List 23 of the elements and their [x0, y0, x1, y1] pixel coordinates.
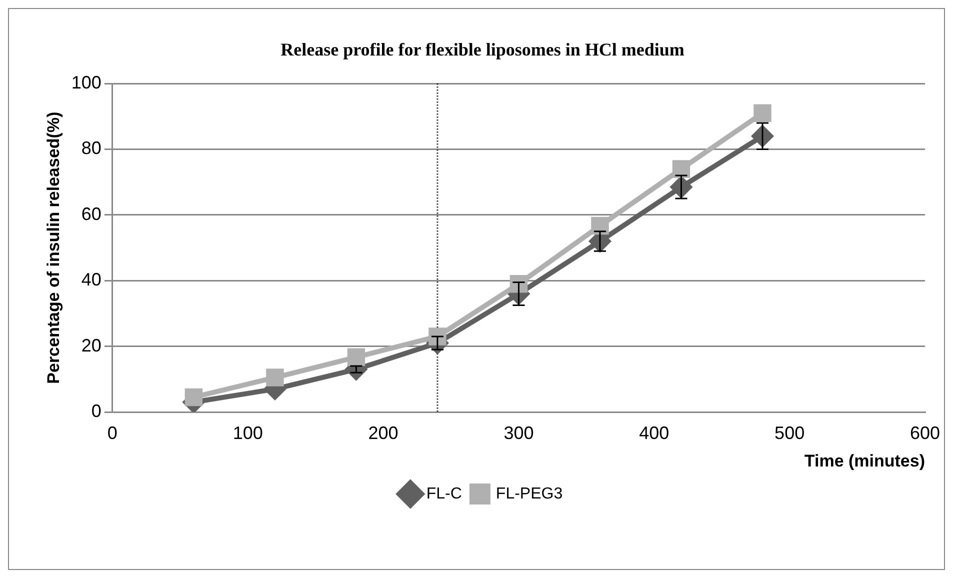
point — [672, 160, 690, 178]
y-tick-label: 40 — [81, 270, 102, 290]
x-tick-label: 0 — [107, 422, 118, 443]
point — [347, 348, 366, 366]
x-axis-title: Time (minutes) — [804, 451, 925, 470]
y-axis-title: Percentage of insulin released(%) — [44, 112, 63, 384]
point — [184, 388, 203, 406]
point — [266, 368, 284, 386]
y-tick-label: 20 — [81, 335, 102, 356]
point — [754, 104, 772, 122]
x-tick-label: 300 — [504, 422, 534, 443]
x-tick-label: 400 — [639, 422, 670, 443]
chart-title: Release profile for flexible liposomes in HCl medium — [280, 39, 684, 60]
y-tick-label: 100 — [71, 72, 102, 93]
legend-label: FL-PEG3 — [496, 485, 563, 502]
x-tick-label: 500 — [774, 422, 805, 443]
y-tick-label: 60 — [81, 204, 102, 224]
y-tick-label: 0 — [91, 400, 102, 421]
x-tick-label: 600 — [910, 422, 940, 443]
x-tick-label: 200 — [368, 422, 398, 443]
legend-label: FL-C — [426, 485, 462, 502]
y-tick-label: 80 — [81, 138, 102, 158]
x-tick-label: 100 — [232, 422, 263, 443]
